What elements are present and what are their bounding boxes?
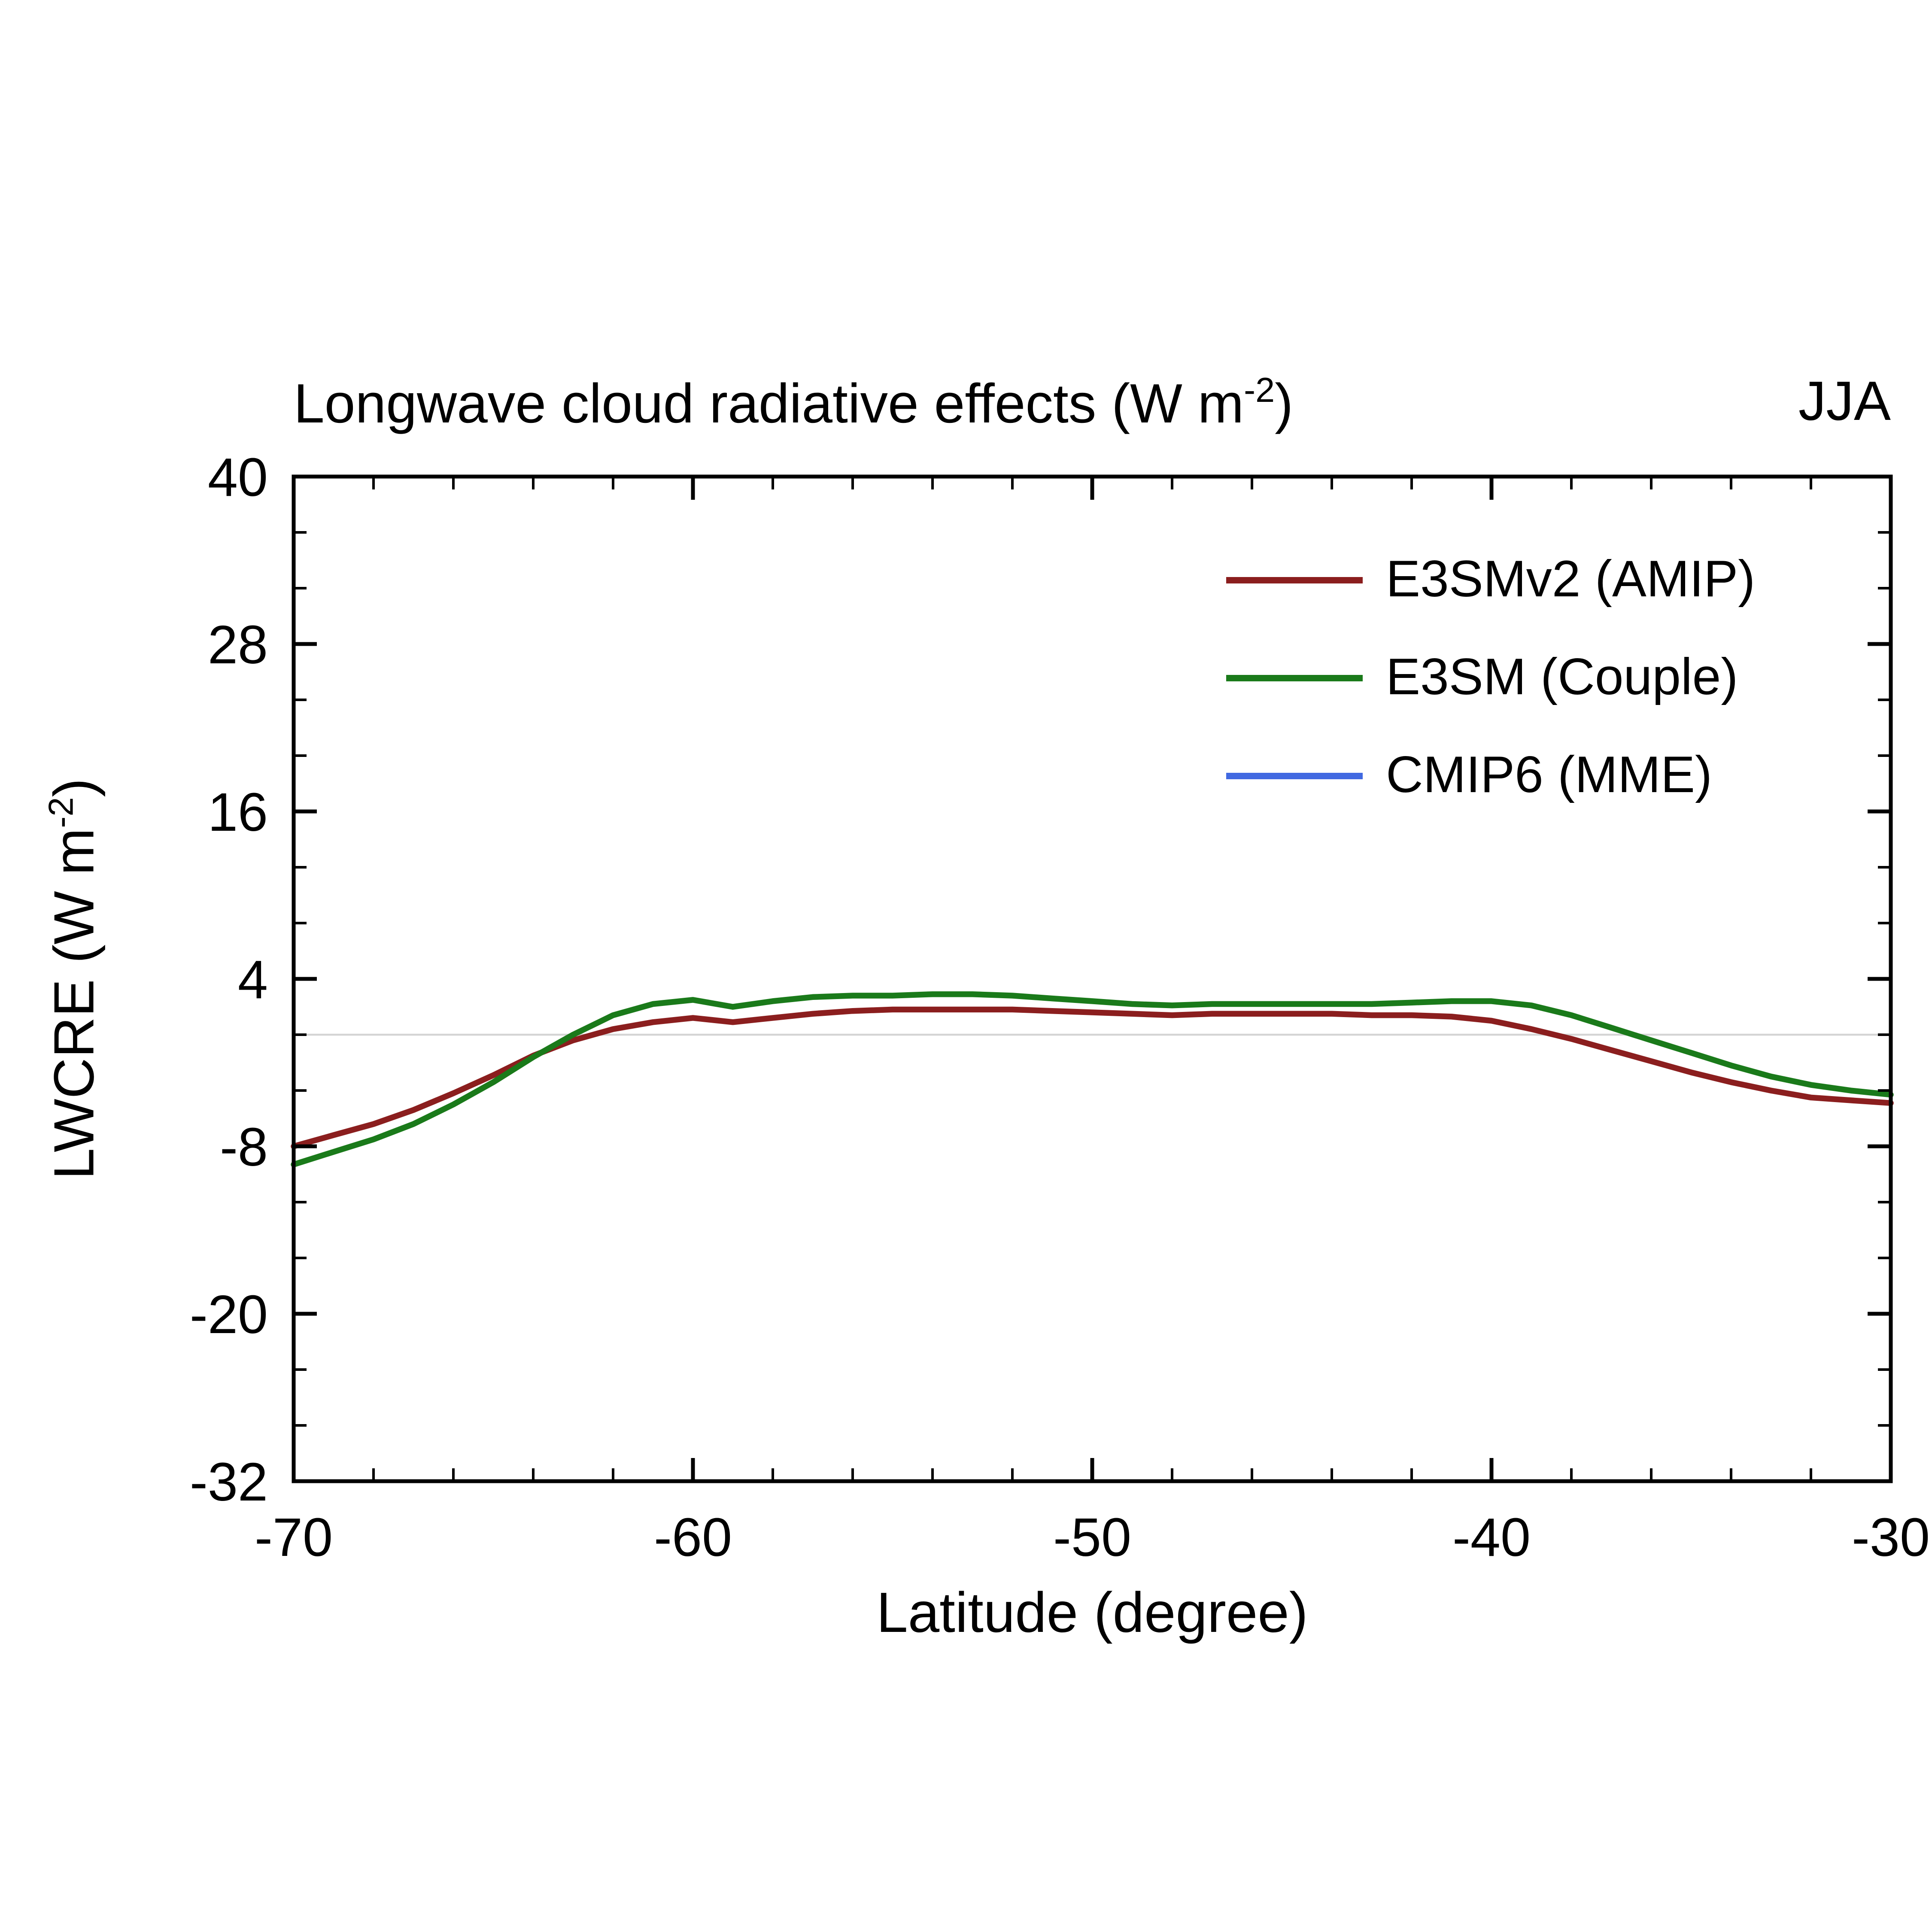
series-line-1 xyxy=(291,991,1894,1168)
x-tick-label: -40 xyxy=(1452,1507,1531,1567)
legend-label: E3SM (Couple) xyxy=(1386,648,1738,705)
legend-swatch xyxy=(1226,576,1363,583)
y-axis-title: LWCRE (W m-2) xyxy=(42,778,108,1180)
legend-swatch xyxy=(1226,772,1363,779)
y-axis-title-text: LWCRE (W m xyxy=(43,828,106,1180)
legend-swatch xyxy=(1226,674,1363,681)
legend: E3SMv2 (AMIP) E3SM (Couple) CMIP6 (MME) xyxy=(1226,531,1755,824)
x-tick-label: -70 xyxy=(255,1507,333,1567)
chart-title-superscript: -2 xyxy=(1244,371,1275,410)
series-line-0 xyxy=(291,1006,1894,1149)
y-tick-label: 40 xyxy=(208,447,268,507)
legend-item-e3sm-couple: E3SM (Couple) xyxy=(1226,629,1755,726)
x-tick-label: -60 xyxy=(654,1507,732,1567)
x-tick-label: -30 xyxy=(1852,1507,1930,1567)
y-tick-label: 4 xyxy=(238,949,268,1010)
y-tick-label: 28 xyxy=(208,614,268,675)
y-tick-label: -20 xyxy=(190,1284,268,1345)
y-axis-title-suffix: ) xyxy=(43,778,106,797)
legend-label: CMIP6 (MME) xyxy=(1386,746,1712,803)
chart-title-text: Longwave cloud radiative effects (W m xyxy=(294,374,1244,435)
x-tick-label: -50 xyxy=(1053,1507,1131,1567)
y-tick-label: -8 xyxy=(220,1117,268,1177)
legend-label: E3SMv2 (AMIP) xyxy=(1386,550,1756,608)
legend-item-e3smv2-amip: E3SMv2 (AMIP) xyxy=(1226,531,1755,629)
x-axis-title: Latitude (degree) xyxy=(876,1582,1308,1645)
legend-item-cmip6-mme: CMIP6 (MME) xyxy=(1226,726,1755,824)
y-tick-label: -32 xyxy=(190,1452,268,1512)
y-tick-label: 16 xyxy=(208,782,268,842)
y-axis-title-superscript: -2 xyxy=(42,797,81,828)
chart-title: Longwave cloud radiative effects (W m-2) xyxy=(294,371,1293,437)
season-label: JJA xyxy=(1798,371,1891,433)
chart-title-suffix: ) xyxy=(1275,374,1294,435)
